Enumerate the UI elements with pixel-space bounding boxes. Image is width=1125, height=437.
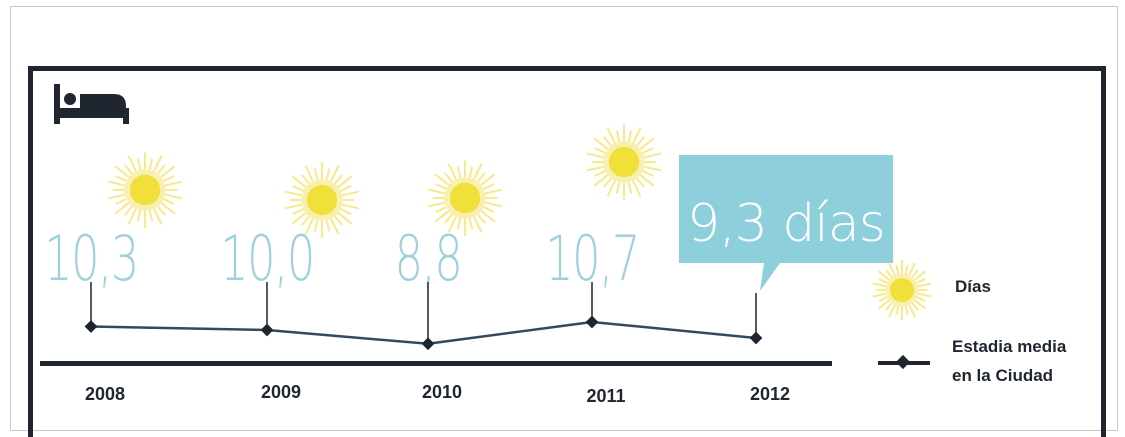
marker-2012 — [749, 331, 763, 345]
tick-label-2009: 2009 — [261, 382, 301, 402]
tick-label-2012: 2012 — [750, 384, 790, 404]
value-connectors — [90, 282, 757, 340]
marker-2008 — [84, 320, 98, 333]
sun-icons — [107, 124, 662, 238]
sun-icon-2011 — [586, 124, 662, 200]
sun-icon-2008 — [107, 152, 183, 228]
legend-sun-icon — [872, 260, 932, 320]
legend-line-icon — [878, 354, 930, 370]
marker-2010 — [421, 337, 435, 351]
tick-label-2011: 2011 — [586, 386, 625, 406]
tick-label-2010: 2010 — [422, 382, 462, 402]
marker-2011 — [585, 315, 599, 329]
highlight-label: 9,3 días — [687, 194, 885, 254]
x-axis — [40, 361, 832, 366]
bed-icon — [54, 84, 129, 124]
legend: Días Estadia media en la Ciudad — [872, 260, 1067, 385]
sun-icon-2010 — [427, 160, 503, 236]
series-markers — [84, 315, 763, 351]
callout-bubble — [679, 155, 893, 291]
value-labels: 10,3 10,0 8,8 10,7 — [44, 223, 640, 295]
series-line-estadia — [90, 320, 757, 346]
chart-panel — [28, 66, 1106, 437]
legend-label-dias: Días — [955, 277, 991, 296]
sun-icon-2009 — [284, 162, 360, 238]
highlight-callout: 9,3 días — [679, 155, 893, 291]
x-tick-labels: 2008 2009 2010 2011 2012 — [85, 382, 790, 406]
legend-label-estadia-line1: Estadia media — [952, 337, 1067, 356]
series-line — [90, 320, 757, 346]
tick-label-2008: 2008 — [85, 384, 125, 404]
legend-label-estadia-line2: en la Ciudad — [952, 366, 1053, 385]
marker-2009 — [260, 323, 274, 337]
outer-frame — [10, 6, 1118, 431]
sun-icon — [872, 260, 932, 320]
